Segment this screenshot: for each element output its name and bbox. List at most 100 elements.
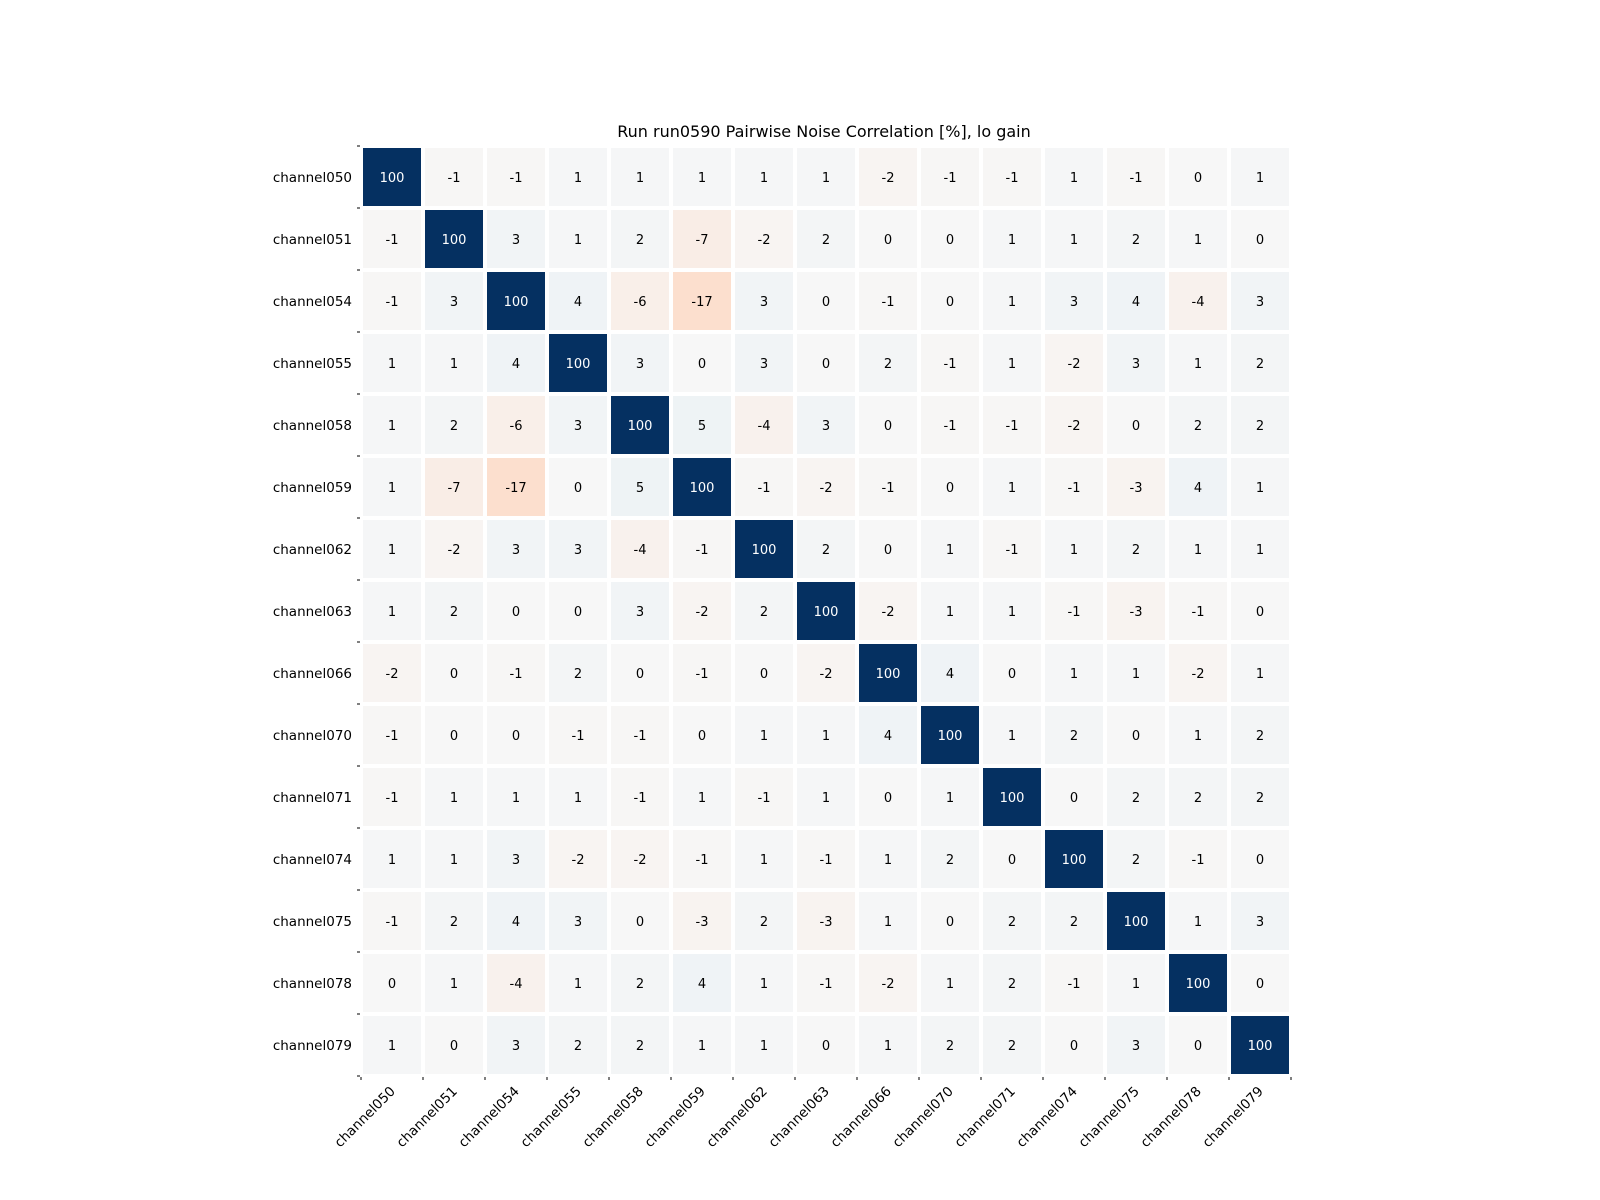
heatmap-cell [735,458,793,516]
cell-value-label: 1 [1070,233,1078,248]
cell-value-label: 3 [760,295,768,310]
heatmap-cell [1045,582,1103,640]
cell-value-label: 0 [698,357,706,372]
heatmap-cell [1169,334,1227,392]
cell-value-label: 2 [1070,729,1078,744]
cell-value-label: 3 [822,419,830,434]
heatmap-cell [425,520,483,578]
heatmap-cell [425,1016,483,1074]
heatmap-cell [1107,706,1165,764]
cell-value-label: -1 [944,419,957,434]
heatmap-cell [487,768,545,826]
cell-value-label: 1 [388,605,396,620]
heatmap-cell [859,830,917,888]
heatmap-cell [363,582,421,640]
heatmap-cell [921,830,979,888]
cell-value-label: 0 [698,729,706,744]
heatmap-cell [983,830,1041,888]
heatmap-cell [921,272,979,330]
heatmap-cell [921,396,979,454]
heatmap-cell [1107,582,1165,640]
cell-value-label: 1 [760,171,768,186]
cell-value-label: 1 [574,171,582,186]
heatmap-cell [1045,210,1103,268]
cell-value-label: 2 [760,915,768,930]
y-tick-label: channel066 [273,666,352,682]
cell-value-label: 2 [1256,419,1264,434]
cell-value-label: 1 [822,791,830,806]
cell-value-label: -7 [448,481,461,496]
cell-value-label: -1 [1006,543,1019,558]
heatmap-cell [549,272,607,330]
cell-value-label: -7 [696,233,709,248]
heatmap-cell [487,582,545,640]
heatmap-cell [549,954,607,1012]
cell-value-label: 5 [636,481,644,496]
heatmap-cell [363,1016,421,1074]
heatmap-cell [1107,644,1165,702]
cell-value-label: 0 [884,791,892,806]
heatmap-cell [859,520,917,578]
cell-value-label: -2 [820,667,833,682]
heatmap-cell [983,582,1041,640]
x-tick-label: channel051 [394,1084,461,1151]
cell-value-label: 2 [636,977,644,992]
heatmap-cell [797,1016,855,1074]
cell-value-label: 1 [822,171,830,186]
cell-value-label: 2 [1194,791,1202,806]
x-tick-label: channel074 [1014,1084,1081,1151]
heatmap-cell [363,272,421,330]
heatmap-cell [1169,272,1227,330]
heatmap-cell [487,1016,545,1074]
heatmap-cell [921,954,979,1012]
cell-value-label: 1 [1070,171,1078,186]
x-tick-label: channel075 [1076,1084,1143,1151]
cell-value-label: 100 [752,543,777,558]
cell-value-label: -1 [386,729,399,744]
heatmap-cell [859,396,917,454]
heatmap-cell [363,954,421,1012]
cell-value-label: 3 [512,233,520,248]
cell-value-label: 1 [1256,667,1264,682]
heatmap-cell [611,210,669,268]
heatmap-cell [611,148,669,206]
heatmap-cell [1107,210,1165,268]
cell-value-label: -1 [944,171,957,186]
heatmap-cell [859,334,917,392]
heatmap-cell [487,272,545,330]
heatmap-cell [1045,396,1103,454]
heatmap-cell [735,954,793,1012]
heatmap-cell [425,582,483,640]
cell-value-label: 1 [388,419,396,434]
cell-value-label: 1 [1132,667,1140,682]
cell-value-label: -1 [820,977,833,992]
cell-value-label: 2 [946,1039,954,1054]
heatmap-cell [859,768,917,826]
cell-value-label: 1 [1256,543,1264,558]
cell-value-label: -17 [691,295,712,310]
cell-value-label: 0 [1070,1039,1078,1054]
heatmap-cell [363,892,421,950]
heatmap-cell [1169,954,1227,1012]
cell-value-label: -2 [634,853,647,868]
cell-value-label: 1 [1008,233,1016,248]
heatmap-cell [797,210,855,268]
cell-value-label: -2 [1192,667,1205,682]
cell-value-label: 0 [822,357,830,372]
heatmap-cell [1231,458,1289,516]
cell-value-label: 3 [760,357,768,372]
x-tick-label: channel050 [332,1084,399,1151]
heatmap-cell [549,644,607,702]
heatmap-cell [1169,1016,1227,1074]
cell-value-label: 0 [946,233,954,248]
heatmap-cell [1231,396,1289,454]
cell-value-label: 0 [1256,977,1264,992]
heatmap-cell [859,892,917,950]
cell-value-label: 0 [884,233,892,248]
cell-value-label: -3 [696,915,709,930]
cell-value-label: -1 [510,171,523,186]
cell-value-label: 2 [822,543,830,558]
cell-value-label: 0 [1008,853,1016,868]
cell-value-label: 3 [1256,295,1264,310]
cell-value-label: 1 [946,791,954,806]
